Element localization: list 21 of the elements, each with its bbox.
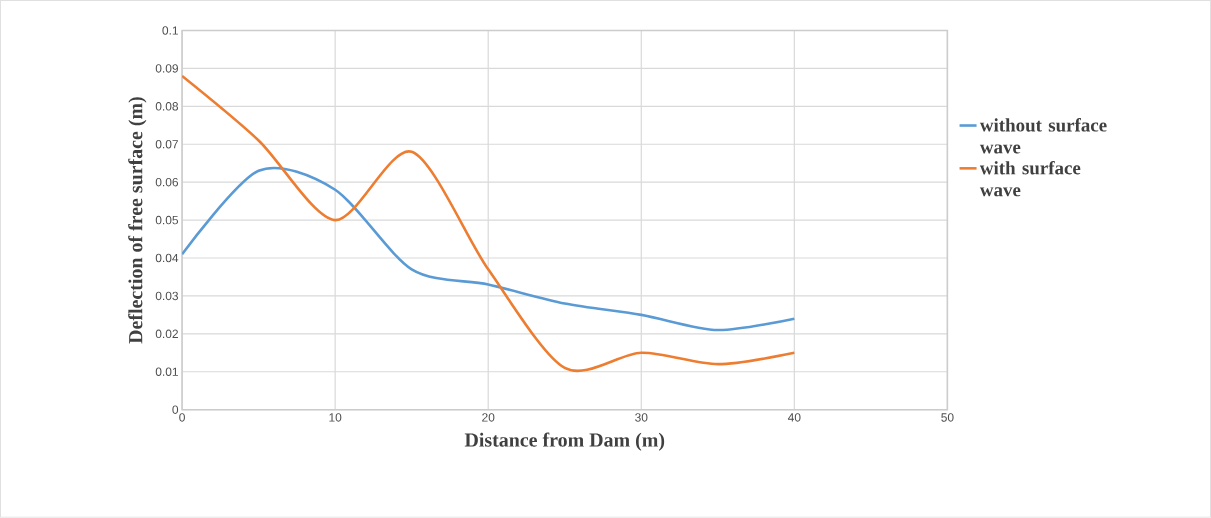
y-tick-label: 0 <box>172 405 179 415</box>
y-tick-label: 0.09 <box>155 64 178 73</box>
legend-label: with surface wave <box>979 161 1081 197</box>
y-tick-label: 0.03 <box>155 291 179 301</box>
x-tick-label: 0 <box>179 413 185 422</box>
y-tick-label: 0.05 <box>155 215 179 225</box>
y-tick-label: 0.04 <box>155 253 179 263</box>
y-tick-label: 0.1 <box>162 26 178 35</box>
x-axis-title: Distance from Dam (m) <box>464 432 665 451</box>
y-axis-title: Deflection of free surface (m) <box>128 97 147 344</box>
y-tick-label: 0.02 <box>155 329 178 339</box>
x-tick-label: 40 <box>787 413 801 422</box>
x-tick-label: 10 <box>329 413 342 422</box>
x-tick-label: 30 <box>635 413 648 422</box>
y-tick-label: 0.08 <box>155 102 179 111</box>
y-tick-label: 0.01 <box>155 367 178 377</box>
x-tick-label: 50 <box>941 413 954 422</box>
legend-label: without surface wave <box>979 118 1107 154</box>
y-tick-label: 0.06 <box>155 178 179 187</box>
y-tick-label: 0.07 <box>155 140 178 149</box>
x-tick-label: 20 <box>482 413 495 422</box>
